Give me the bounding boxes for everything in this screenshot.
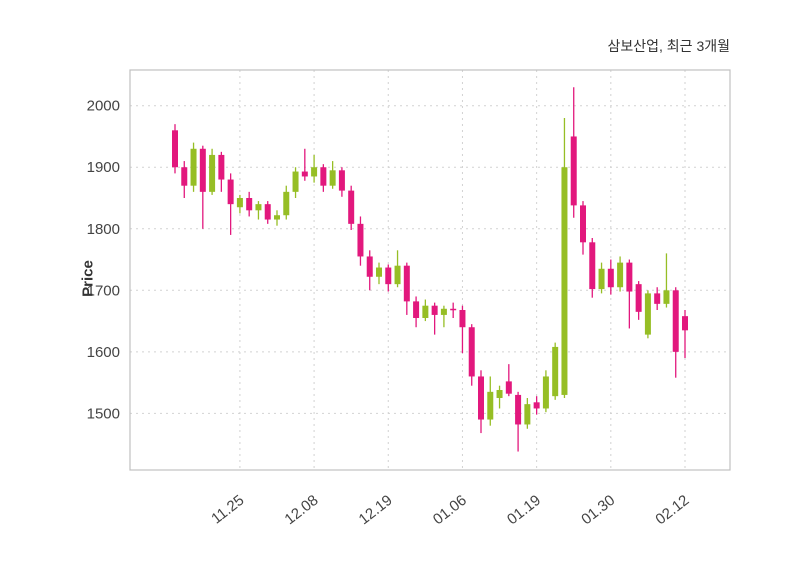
candle-body — [338, 170, 345, 191]
x-tick-label: 01.30 — [578, 492, 618, 529]
candle-body — [394, 265, 401, 285]
y-tick-label: 1700 — [87, 282, 120, 299]
candle-body — [607, 268, 614, 288]
candle-body — [246, 198, 253, 211]
candle-body — [422, 305, 429, 318]
candle-body — [329, 170, 336, 186]
candle-body — [515, 394, 522, 425]
plot-frame — [129, 69, 731, 471]
candle-body — [478, 376, 484, 420]
candle-body — [505, 381, 512, 394]
candle-body — [682, 316, 688, 331]
candle-body — [672, 290, 679, 352]
x-tick-label: 12.19 — [356, 492, 396, 529]
y-axis-label: Price — [79, 260, 97, 297]
candle-body — [236, 198, 243, 208]
candle-body — [366, 256, 373, 277]
candle-body — [598, 268, 605, 290]
candle-body — [190, 148, 197, 186]
candle-body — [644, 293, 651, 335]
candle-body — [320, 167, 327, 186]
candle-body — [376, 267, 382, 277]
y-tick-label: 1500 — [87, 405, 120, 422]
candle-body — [283, 191, 290, 216]
candle-body — [533, 402, 540, 409]
candle-body — [468, 327, 475, 377]
candle-body — [357, 223, 364, 257]
candle-body — [450, 308, 457, 311]
candle-body — [255, 204, 262, 211]
y-tick-label: 1900 — [87, 159, 120, 176]
candle-body — [311, 167, 318, 177]
candle-body — [431, 305, 438, 315]
candle-body — [654, 293, 661, 304]
candle-body — [440, 308, 447, 315]
candle-body — [274, 215, 280, 220]
x-tick-label: 01.19 — [504, 492, 544, 529]
y-tick-label: 2000 — [87, 98, 120, 115]
candle-body — [524, 404, 531, 425]
candle-body — [385, 267, 392, 285]
candle-body — [626, 262, 633, 292]
candle-body — [496, 390, 503, 398]
candle-body — [413, 301, 420, 318]
x-tick-label: 01.06 — [430, 492, 470, 529]
candle-body — [292, 171, 299, 192]
y-tick-label: 1800 — [87, 221, 120, 238]
y-tick-label: 1600 — [87, 344, 120, 361]
candle-body — [218, 154, 225, 180]
candle-body — [199, 148, 206, 192]
candle-body — [301, 171, 308, 177]
x-tick-label: 11.25 — [208, 492, 247, 528]
candle-body — [403, 265, 410, 302]
candle-body — [542, 376, 549, 409]
candle-body — [227, 179, 234, 205]
chart-title: 삼보산업, 최근 3개월 — [607, 38, 731, 54]
candle-body — [172, 130, 178, 168]
candle-body — [663, 290, 670, 304]
candle-body — [209, 154, 216, 192]
candle-body — [487, 391, 494, 420]
candle-body — [561, 167, 568, 395]
x-tick-label: 02.12 — [652, 492, 692, 529]
candle-body — [617, 262, 624, 288]
candle-body — [348, 190, 355, 224]
x-tick-label: 12.08 — [281, 492, 321, 529]
candle-body — [570, 136, 577, 206]
candle-body — [580, 205, 586, 243]
candle-body — [264, 204, 271, 220]
candle-body — [589, 242, 596, 290]
candle-body — [459, 310, 466, 328]
candle-body — [635, 284, 642, 312]
candle-body — [181, 167, 188, 186]
candle-body — [552, 346, 559, 397]
